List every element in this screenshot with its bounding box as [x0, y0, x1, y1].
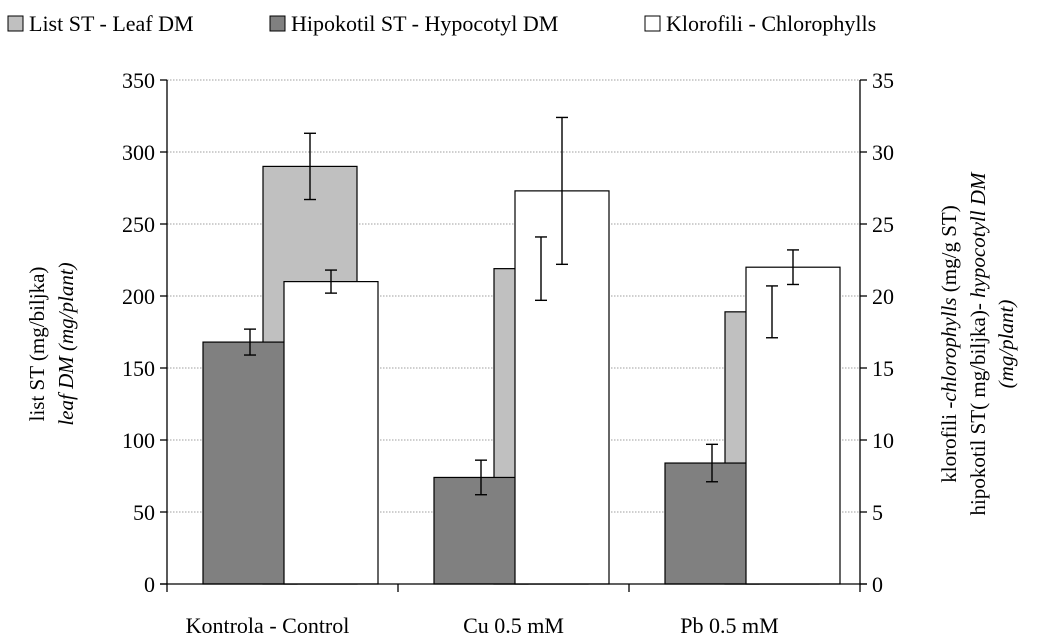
right-axis-title-part: hipokotil ST( mg/biljka)-: [966, 298, 990, 516]
right-axis-ticks: 0 5 10 15 20 25 30 35: [860, 68, 894, 597]
right-tick-label: 15: [872, 356, 894, 381]
left-tick-label: 350: [122, 68, 155, 93]
bar-chlorophylls: [745, 266, 841, 585]
right-tick-label: 35: [872, 68, 894, 93]
right-axis-title-line2: hipokotil ST( mg/biljka)- hypocotyll DM: [966, 171, 990, 515]
category-label: Pb 0.5 mM: [680, 613, 778, 638]
right-axis-title-part: hypocotyll DM: [966, 171, 990, 298]
legend-label: Klorofili - Chlorophylls: [666, 11, 876, 36]
bar-hypocotyl-dm: [664, 462, 760, 585]
right-tick-label: 25: [872, 212, 894, 237]
legend-swatch: [269, 15, 286, 32]
error-bars: [244, 116, 799, 496]
right-tick-label: 10: [872, 428, 894, 453]
legend-swatch: [7, 15, 24, 32]
left-axis-title-line2: leaf DM (mg/plant): [54, 262, 78, 425]
legend: List ST - Leaf DM Hipokotil ST - Hypocoty…: [7, 11, 876, 36]
category-labels: Kontrola - Control Cu 0.5 mM Pb 0.5 mM: [186, 613, 779, 638]
left-axis-title-line1: list ST (mg/biljka): [25, 267, 49, 422]
right-axis-title-part: klorofili -: [937, 402, 961, 483]
left-tick-label: 100: [122, 428, 155, 453]
bars: [202, 165, 841, 585]
category-label: Kontrola - Control: [186, 613, 350, 638]
right-tick-label: 0: [872, 572, 883, 597]
left-tick-label: 300: [122, 140, 155, 165]
bar-hypocotyl-dm: [202, 341, 298, 585]
right-tick-label: 30: [872, 140, 894, 165]
left-tick-label: 0: [144, 572, 155, 597]
right-axis-title-line3: (mg/plant): [994, 300, 1018, 389]
right-axis-title-line1: klorofili -chlorophylls (mg/g ST): [937, 205, 961, 482]
left-tick-label: 50: [133, 500, 155, 525]
axes: [160, 80, 867, 592]
right-axis-title-part: chlorophylls: [937, 297, 961, 401]
left-tick-label: 150: [122, 356, 155, 381]
legend-swatch: [644, 15, 661, 32]
bar-chlorophylls: [283, 281, 379, 585]
legend-label: Hipokotil ST - Hypocotyl DM: [291, 11, 558, 36]
left-axis-ticks: 0 50 100 150 200 250 300 350: [122, 68, 167, 597]
left-tick-label: 250: [122, 212, 155, 237]
right-tick-label: 5: [872, 500, 883, 525]
right-axis-title-part: (mg/g ST): [937, 205, 961, 297]
category-label: Cu 0.5 mM: [463, 613, 564, 638]
left-tick-label: 200: [122, 284, 155, 309]
plot-area: 0 50 100 150 200 250 300 350 0 5 10 15 20 25 30 35 Kon…: [122, 68, 894, 638]
legend-label: List ST - Leaf DM: [29, 11, 194, 36]
right-tick-label: 20: [872, 284, 894, 309]
